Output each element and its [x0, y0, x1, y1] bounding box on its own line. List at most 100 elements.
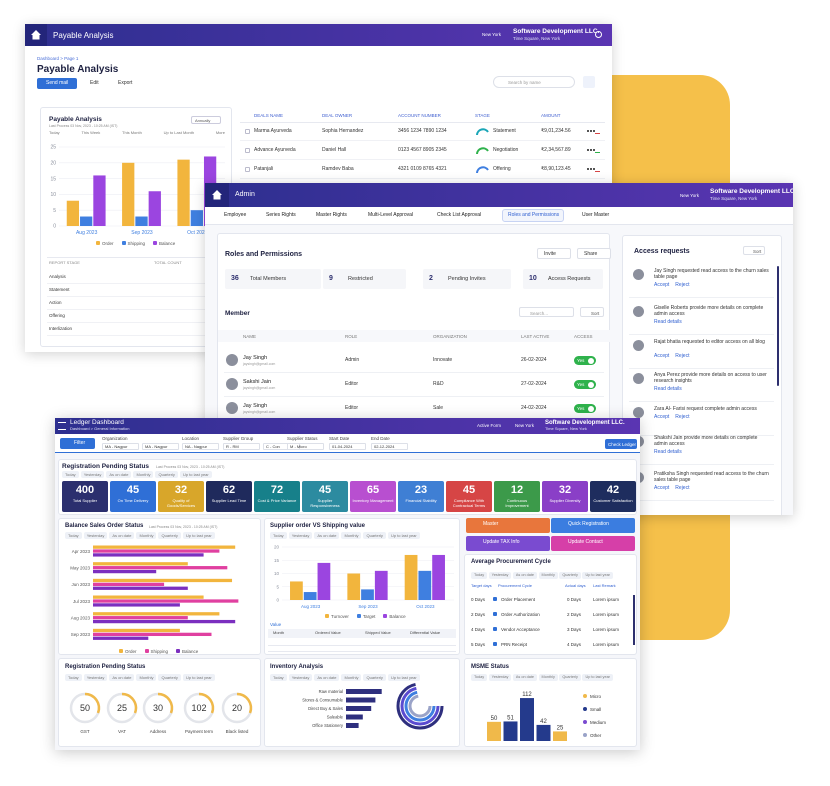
- access-toggle[interactable]: Yes: [574, 380, 596, 389]
- tab[interactable]: Monthly: [136, 532, 157, 539]
- tab[interactable]: Roles and Permissions: [508, 212, 560, 218]
- filter-select[interactable]: MA - Nagpur: [102, 443, 139, 450]
- more-button[interactable]: [587, 130, 595, 133]
- tab[interactable]: Today: [270, 674, 287, 681]
- filter-select[interactable]: C - Con: [263, 443, 300, 450]
- tab[interactable]: Monthly: [341, 674, 362, 681]
- filter-select[interactable]: R - RM: [223, 443, 260, 450]
- tab[interactable]: As on date: [512, 674, 538, 681]
- filter-button[interactable]: [583, 76, 595, 88]
- tab[interactable]: As on date: [512, 572, 538, 579]
- tab[interactable]: Multi-Level Approval: [368, 212, 414, 218]
- button[interactable]: Share: [577, 248, 611, 259]
- tab[interactable]: Monthly: [136, 674, 157, 681]
- tab[interactable]: Quarterly: [158, 674, 181, 681]
- tab[interactable]: Quarterly: [155, 471, 178, 478]
- request-action[interactable]: Accept: [654, 353, 670, 359]
- tab[interactable]: Series Rights: [266, 212, 296, 218]
- tab[interactable]: Yesterday: [83, 532, 108, 539]
- tab[interactable]: Check List Approval: [437, 212, 482, 218]
- tab[interactable]: Monthly: [538, 572, 558, 579]
- quick-button[interactable]: Update TAX Info: [466, 536, 550, 551]
- tab[interactable]: Up to last year: [582, 572, 613, 579]
- search-box[interactable]: Search...: [519, 307, 574, 317]
- tab[interactable]: Up to Last Month: [163, 130, 195, 135]
- button[interactable]: Invite: [537, 248, 571, 259]
- tab[interactable]: Yesterday: [288, 674, 313, 681]
- request-action[interactable]: Accept: [654, 414, 670, 420]
- request-action[interactable]: Reject: [675, 353, 690, 359]
- tab[interactable]: Quarterly: [363, 532, 386, 539]
- tab[interactable]: Quarterly: [363, 674, 386, 681]
- tab[interactable]: Today: [65, 532, 82, 539]
- menu-button[interactable]: [58, 422, 66, 430]
- button[interactable]: Edit: [82, 78, 106, 89]
- period-select[interactable]: Annually: [191, 116, 221, 124]
- tab[interactable]: Up to last year: [179, 471, 212, 478]
- tab[interactable]: This Month: [122, 130, 142, 135]
- tab[interactable]: Today: [471, 674, 488, 681]
- row-checkbox[interactable]: [245, 148, 250, 153]
- request-action[interactable]: Read details: [654, 449, 682, 455]
- tab[interactable]: Yesterday: [83, 674, 108, 681]
- tab[interactable]: As on date: [314, 674, 340, 681]
- access-toggle[interactable]: Yes: [574, 356, 596, 365]
- filter-select[interactable]: NA - Nagpur: [182, 443, 219, 450]
- tab[interactable]: Yesterday: [80, 471, 105, 478]
- filter-select[interactable]: M - Micro: [287, 443, 324, 450]
- tab[interactable]: User Master: [582, 212, 610, 218]
- tab[interactable]: More: [215, 130, 225, 135]
- quick-button[interactable]: Master: [466, 518, 550, 533]
- tab[interactable]: Yesterday: [488, 674, 512, 681]
- request-action[interactable]: Reject: [675, 414, 690, 420]
- tab[interactable]: As on date: [109, 532, 135, 539]
- tab[interactable]: Up to last year: [182, 532, 215, 539]
- request-action[interactable]: Reject: [675, 485, 690, 491]
- quick-button[interactable]: Update Contact: [551, 536, 635, 551]
- row-checkbox[interactable]: [245, 167, 250, 172]
- tab[interactable]: Today: [270, 532, 287, 539]
- button[interactable]: Send mail: [37, 78, 77, 89]
- home-button[interactable]: [205, 183, 229, 207]
- filter-button[interactable]: Filter: [60, 438, 95, 449]
- tab[interactable]: Master Rights: [316, 212, 347, 218]
- tab[interactable]: Up to last year: [387, 674, 420, 681]
- tab[interactable]: As on date: [109, 674, 135, 681]
- tab[interactable]: Up to last year: [387, 532, 420, 539]
- filter-select[interactable]: 02-12-2024: [371, 443, 408, 450]
- tab[interactable]: Monthly: [133, 471, 154, 478]
- filter-select[interactable]: 01-04-2024: [329, 443, 366, 450]
- more-button[interactable]: [587, 149, 595, 152]
- filter-select[interactable]: MA - Nagpur: [142, 443, 179, 450]
- sort-button[interactable]: Sort: [743, 246, 765, 255]
- row-checkbox[interactable]: [245, 129, 250, 134]
- request-action[interactable]: Reject: [675, 282, 690, 288]
- tab[interactable]: Up to last year: [182, 674, 215, 681]
- quick-button[interactable]: Quick Registration: [551, 518, 635, 533]
- tab[interactable]: This Week: [81, 130, 101, 135]
- access-toggle[interactable]: Yes: [574, 404, 596, 413]
- tab[interactable]: Today: [65, 674, 82, 681]
- check-ledger-button[interactable]: Check Ledger: [605, 439, 637, 449]
- request-action[interactable]: Accept: [654, 282, 670, 288]
- home-button[interactable]: [25, 24, 47, 46]
- tab[interactable]: As on date: [106, 471, 132, 478]
- request-action[interactable]: Read details: [654, 319, 682, 325]
- sort-button[interactable]: Sort: [580, 307, 604, 317]
- tab[interactable]: Up to last year: [582, 674, 613, 681]
- tab[interactable]: Today: [471, 572, 488, 579]
- request-action[interactable]: Accept: [654, 485, 670, 491]
- tab[interactable]: Monthly: [341, 532, 362, 539]
- settings-button[interactable]: [595, 31, 602, 38]
- tab[interactable]: Yesterday: [288, 532, 313, 539]
- button[interactable]: Export: [110, 78, 140, 89]
- tab[interactable]: Employee: [224, 212, 247, 218]
- search-box[interactable]: Search by name: [493, 76, 575, 88]
- tab[interactable]: Quarterly: [559, 674, 581, 681]
- more-button[interactable]: [587, 168, 595, 171]
- tab[interactable]: Quarterly: [158, 532, 181, 539]
- tab[interactable]: As on date: [314, 532, 340, 539]
- request-action[interactable]: Read details: [654, 386, 682, 392]
- tab[interactable]: Yesterday: [488, 572, 512, 579]
- tab[interactable]: Monthly: [538, 674, 558, 681]
